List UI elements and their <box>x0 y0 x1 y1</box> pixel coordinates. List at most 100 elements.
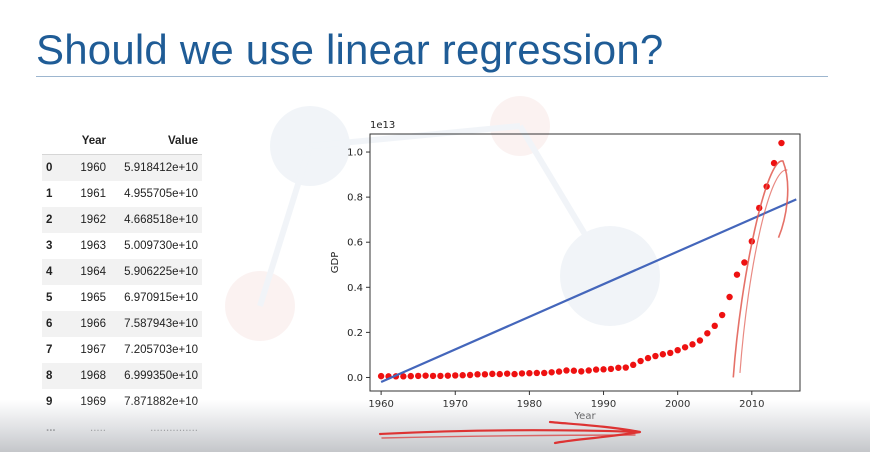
data-point <box>496 370 503 378</box>
regression-fit-line <box>380 198 797 383</box>
row-index: 5 <box>46 292 53 304</box>
data-point <box>704 330 711 337</box>
dataframe-table: Year Value 0 1960 5.918412e+10 1 1961 4.95570… <box>42 128 202 441</box>
data-point <box>452 372 459 379</box>
data-point <box>592 366 600 373</box>
row-index: 1 <box>46 188 53 200</box>
table-header-row: Year Value <box>42 128 202 155</box>
data-point <box>726 293 733 301</box>
table-row: 0 1960 5.918412e+10 <box>42 154 202 181</box>
data-point <box>778 139 785 147</box>
data-point <box>644 354 652 362</box>
data-point <box>622 364 629 371</box>
data-point <box>711 322 718 330</box>
header-value: Value <box>110 128 202 155</box>
data-point <box>422 372 429 379</box>
data-point <box>526 369 533 377</box>
row-value: 7.205703e+10 <box>124 344 198 356</box>
table-row: 1 1961 4.955705e+10 <box>42 181 202 207</box>
slide-title: Should we use linear regression? <box>36 26 664 73</box>
hand-drawn-arrow-annotation <box>378 420 642 445</box>
y-tick-label: 0.8 <box>347 193 363 204</box>
table-row: 7 1967 7.205703e+10 <box>42 337 202 363</box>
gdp-scatter-chart: 1960197019801990200020100.00.20.40.60.81… <box>330 120 801 422</box>
table-row: 8 1968 6.999350e+10 <box>42 363 202 389</box>
row-index: 8 <box>42 363 68 389</box>
y-tick-label: 0.4 <box>347 283 363 294</box>
data-point <box>548 369 555 376</box>
table-row: 4 1964 5.906225e+10 <box>42 259 202 285</box>
row-value: 7.587943e+10 <box>110 311 202 337</box>
data-point <box>674 346 681 354</box>
data-point <box>578 368 585 375</box>
data-point <box>563 367 570 374</box>
data-point <box>585 367 592 374</box>
row-index: 3 <box>46 240 53 252</box>
data-point <box>696 337 704 344</box>
row-value: 6.970915e+10 <box>124 292 198 304</box>
data-point <box>733 271 741 278</box>
row-value: 4.668518e+10 <box>110 207 202 233</box>
data-point <box>718 311 726 319</box>
row-year: 1968 <box>68 363 110 389</box>
data-point <box>400 373 407 380</box>
data-point <box>377 372 385 380</box>
title-divider <box>36 76 828 77</box>
data-point <box>414 372 422 380</box>
y-tick-label: 0.6 <box>347 238 363 249</box>
row-year: 1961 <box>80 188 106 200</box>
row-year: 1965 <box>80 292 106 304</box>
hand-drawn-curve-annotation <box>739 169 788 374</box>
data-point <box>511 370 518 378</box>
data-point <box>541 369 548 377</box>
y-tick-label: 0.2 <box>347 328 363 339</box>
row-value: 5.918412e+10 <box>110 154 202 181</box>
row-value: 6.999350e+10 <box>110 363 202 389</box>
y-offset-label: 1e13 <box>370 120 395 131</box>
row-value: 4.955705e+10 <box>124 188 198 200</box>
table-row: 3 1963 5.009730e+10 <box>42 233 202 259</box>
row-index: 4 <box>42 259 68 285</box>
y-tick-label: 1.0 <box>347 148 363 159</box>
data-point <box>652 352 659 360</box>
plot-frame <box>369 133 801 392</box>
y-axis-label: GDP <box>330 252 341 273</box>
data-point <box>407 372 414 380</box>
row-value: 5.906225e+10 <box>110 259 202 285</box>
data-point <box>607 365 615 373</box>
data-point <box>444 372 452 379</box>
data-point <box>489 370 496 378</box>
row-year: 1963 <box>80 240 106 252</box>
row-index: 7 <box>46 344 53 356</box>
row-year: 1960 <box>68 154 110 181</box>
row-year: 1962 <box>68 207 110 233</box>
row-year: 1967 <box>80 344 106 356</box>
header-year: Year <box>68 128 110 155</box>
table-row: 2 1962 4.668518e+10 <box>42 207 202 233</box>
data-point <box>459 372 466 379</box>
data-point <box>659 351 667 358</box>
table-row: 6 1966 7.587943e+10 <box>42 311 202 337</box>
data-point <box>503 370 511 377</box>
row-index: 2 <box>42 207 68 233</box>
row-year: 1964 <box>68 259 110 285</box>
data-point <box>518 370 526 377</box>
data-point <box>637 357 644 365</box>
data-point <box>474 371 481 378</box>
hand-drawn-curve-annotation <box>732 160 789 378</box>
data-point <box>481 371 489 378</box>
row-index: 6 <box>42 311 68 337</box>
data-point <box>570 367 578 374</box>
table-row: 5 1965 6.970915e+10 <box>42 285 202 311</box>
bottom-shadow-band <box>0 400 870 452</box>
row-index: 0 <box>42 154 68 181</box>
data-point <box>437 372 444 380</box>
data-point <box>600 366 607 373</box>
data-point <box>555 368 563 375</box>
data-point <box>681 344 689 351</box>
data-point <box>741 259 748 266</box>
data-point <box>615 364 622 371</box>
data-point <box>629 361 637 369</box>
row-year: 1966 <box>68 311 110 337</box>
data-point <box>429 372 437 380</box>
